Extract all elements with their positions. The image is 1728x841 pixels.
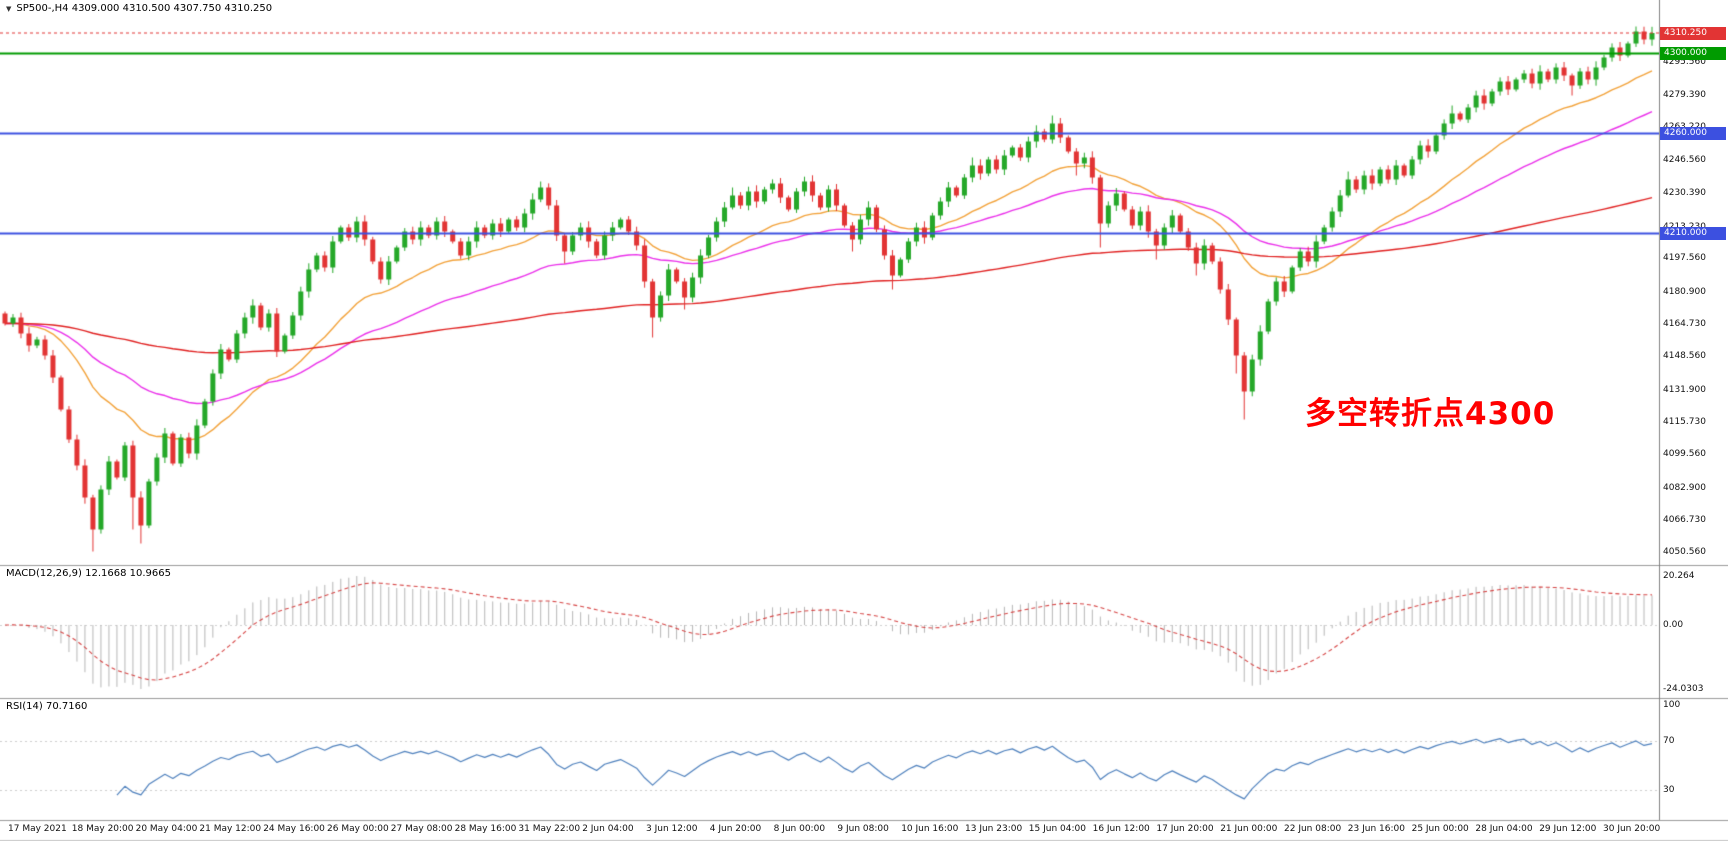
price-axis-label: 4148.560 [1663, 351, 1706, 362]
annotation-text: 多空转折点4300 [1305, 396, 1556, 432]
price-axis-label: 4230.390 [1663, 187, 1706, 198]
macd-axis-label: 20.264 [1663, 571, 1695, 581]
time-axis-label: 17 May 2021 [8, 824, 67, 834]
price-axis-label: 4295.560 [1663, 57, 1706, 68]
time-axis-label: 24 May 16:00 [263, 824, 325, 834]
time-axis-label: 25 Jun 00:00 [1411, 824, 1469, 834]
price-axis-label: 4099.560 [1663, 449, 1706, 460]
time-axis-label: 16 Jun 12:00 [1092, 824, 1150, 834]
time-axis-label: 26 May 00:00 [327, 824, 389, 834]
price-axis-label: 4131.900 [1663, 384, 1706, 395]
symbol-marker-icon: ▼ [6, 4, 12, 13]
time-axis-label: 13 Jun 23:00 [965, 824, 1023, 834]
time-axis-label: 15 Jun 04:00 [1028, 824, 1086, 834]
price-axis-label: 4246.560 [1663, 155, 1706, 166]
time-axis-label: 23 Jun 16:00 [1347, 824, 1405, 834]
time-axis-label: 29 Jun 12:00 [1539, 824, 1597, 834]
time-axis-label: 4 Jun 20:00 [709, 824, 762, 834]
time-axis-label: 9 Jun 08:00 [837, 824, 889, 834]
time-axis-label: 22 Jun 08:00 [1284, 824, 1342, 834]
time-axis-label: 8 Jun 00:00 [773, 824, 826, 834]
time-axis-label: 21 Jun 00:00 [1220, 824, 1278, 834]
time-axis-label: 21 May 12:00 [199, 824, 262, 834]
time-axis-label: 10 Jun 16:00 [901, 824, 959, 834]
price-axis-label: 4164.730 [1663, 319, 1706, 330]
rsi-indicator-label: RSI(14) 70.7160 [6, 701, 88, 712]
price-badge-4300: 4300.000 [1660, 47, 1726, 60]
price-badge-4210: 4210.000 [1660, 227, 1726, 240]
price-badge-current: 4310.250 [1660, 26, 1726, 40]
price-axis-label: 4082.900 [1663, 482, 1706, 493]
time-axis-label: 27 May 08:00 [390, 824, 453, 834]
rsi-axis-label: 30 [1663, 784, 1675, 795]
time-axis-label: 20 May 04:00 [135, 824, 198, 834]
macd-axis-label: -24.0303 [1663, 684, 1704, 694]
price-axis-label: 4115.730 [1663, 417, 1706, 428]
time-axis-label: 30 Jun 20:00 [1603, 824, 1661, 834]
price-axis-label: 4197.560 [1663, 253, 1706, 264]
rsi-axis-label: 70 [1663, 736, 1675, 747]
macd-indicator-label: MACD(12,26,9) 12.1668 10.9665 [6, 568, 172, 579]
symbol-ohlc-text: SP500-,H4 4309.000 4310.500 4307.750 431… [16, 3, 273, 14]
price-axis-label: 4066.730 [1663, 515, 1706, 526]
price-axis-label: 4279.390 [1663, 89, 1706, 100]
time-axis-label: 2 Jun 04:00 [582, 824, 634, 834]
price-axis-label: 4180.900 [1663, 286, 1706, 297]
time-axis-label: 31 May 22:00 [518, 824, 581, 834]
time-axis-label: 17 Jun 20:00 [1156, 824, 1214, 834]
time-axis-label: 28 May 16:00 [454, 824, 517, 834]
rsi-axis-label: 100 [1663, 700, 1681, 711]
macd-axis-label: 0.00 [1663, 620, 1684, 630]
price-axis-label: 4050.560 [1663, 547, 1706, 558]
time-axis-label: 3 Jun 12:00 [646, 824, 698, 834]
time-axis-label: 28 Jun 04:00 [1475, 824, 1533, 834]
time-axis-label: 18 May 20:00 [71, 824, 134, 834]
chart-header: ▼ SP500-,H4 4309.000 4310.500 4307.750 4… [6, 3, 272, 14]
price-badge-4260: 4260.000 [1660, 127, 1726, 140]
